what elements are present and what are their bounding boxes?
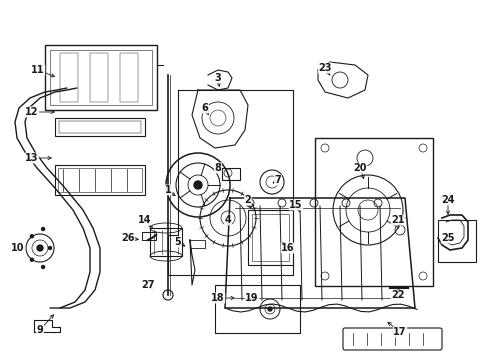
Text: 10: 10 bbox=[11, 243, 25, 253]
Bar bbox=[60, 53, 78, 102]
Bar bbox=[58, 168, 142, 192]
Text: 2: 2 bbox=[244, 195, 251, 205]
Text: 1: 1 bbox=[164, 185, 171, 195]
Circle shape bbox=[37, 245, 43, 251]
Circle shape bbox=[30, 235, 33, 238]
Text: 15: 15 bbox=[289, 200, 302, 210]
Bar bbox=[59, 121, 141, 133]
Circle shape bbox=[30, 258, 33, 261]
Bar bbox=[55, 165, 145, 195]
Bar bbox=[314, 138, 432, 286]
Bar bbox=[45, 45, 157, 110]
Text: 26: 26 bbox=[121, 233, 135, 243]
Text: 5: 5 bbox=[174, 237, 181, 247]
Bar bbox=[90, 53, 108, 102]
Text: 21: 21 bbox=[390, 215, 404, 225]
Bar bbox=[437, 220, 475, 262]
Circle shape bbox=[194, 181, 202, 189]
Text: 6: 6 bbox=[201, 103, 208, 113]
Text: 16: 16 bbox=[281, 243, 294, 253]
Text: 12: 12 bbox=[25, 107, 39, 117]
Text: 18: 18 bbox=[211, 293, 224, 303]
Bar bbox=[215, 285, 299, 333]
Circle shape bbox=[41, 228, 44, 230]
Text: 19: 19 bbox=[245, 293, 258, 303]
Bar bbox=[50, 50, 152, 105]
Bar bbox=[247, 210, 292, 265]
Bar bbox=[142, 232, 156, 240]
Text: 17: 17 bbox=[392, 327, 406, 337]
Text: 27: 27 bbox=[141, 280, 154, 290]
Text: 20: 20 bbox=[352, 163, 366, 173]
Text: 8: 8 bbox=[214, 163, 221, 173]
Text: 3: 3 bbox=[214, 73, 221, 83]
Text: 9: 9 bbox=[37, 325, 43, 335]
Circle shape bbox=[48, 247, 51, 249]
Circle shape bbox=[41, 266, 44, 269]
Text: 14: 14 bbox=[138, 215, 151, 225]
Text: 22: 22 bbox=[390, 290, 404, 300]
Bar bbox=[251, 214, 288, 261]
Text: 7: 7 bbox=[274, 175, 281, 185]
Text: 4: 4 bbox=[224, 215, 231, 225]
Text: 23: 23 bbox=[318, 63, 331, 73]
Text: 24: 24 bbox=[440, 195, 454, 205]
Bar bbox=[150, 228, 182, 256]
Circle shape bbox=[267, 307, 271, 311]
Bar bbox=[222, 168, 240, 180]
Text: 13: 13 bbox=[25, 153, 39, 163]
Bar bbox=[120, 53, 138, 102]
Bar bbox=[55, 118, 145, 136]
Text: 25: 25 bbox=[440, 233, 454, 243]
Text: 11: 11 bbox=[31, 65, 45, 75]
